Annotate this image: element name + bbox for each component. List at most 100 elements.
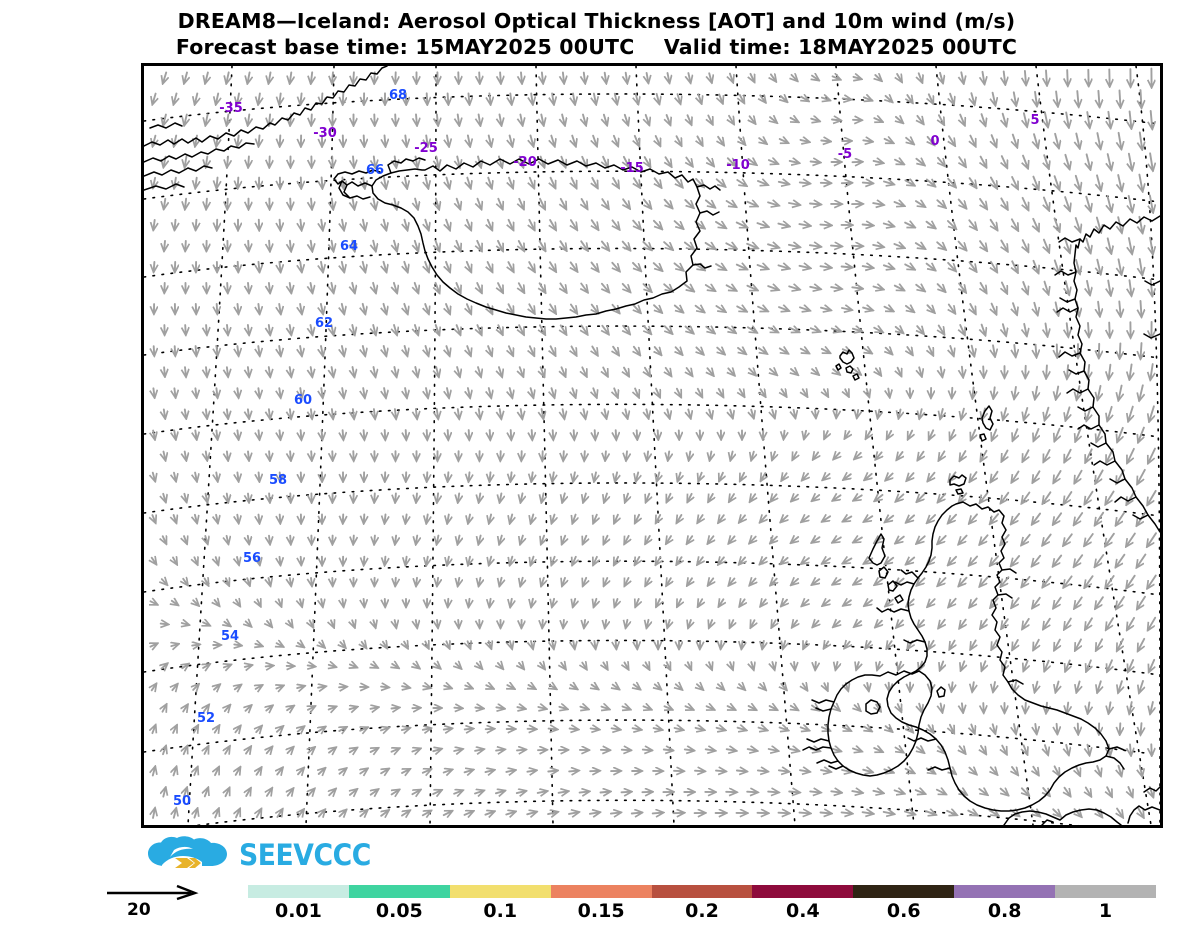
wind-vector-arrow <box>925 811 936 815</box>
wind-vector-arrow <box>749 369 756 376</box>
wind-vector-arrow <box>1023 154 1028 169</box>
wind-vector-arrow <box>479 408 480 419</box>
wind-vector-arrow <box>886 726 893 732</box>
wind-vector-arrow <box>791 706 798 710</box>
wind-vector-arrow <box>510 134 513 147</box>
wind-vector-arrow <box>1064 448 1072 463</box>
wind-vector-arrow <box>625 577 629 586</box>
longitude-tick-label: 5 <box>1030 113 1039 128</box>
wind-vector-arrow <box>635 387 639 398</box>
wind-vector-arrow <box>1012 176 1018 189</box>
wind-vector-arrow <box>489 92 490 104</box>
aot-colorbar[interactable]: 0.01 0.05 0.1 0.15 0.2 0.4 0.6 0.8 1 <box>248 885 1157 925</box>
wind-vector-arrow <box>914 201 925 207</box>
wind-vector-arrow <box>1003 112 1007 127</box>
coastline-isle-of-man <box>936 686 946 698</box>
wind-vector-arrow <box>687 367 693 376</box>
wind-vector-arrow <box>1045 111 1048 127</box>
wind-vector-arrow <box>960 450 966 461</box>
wind-vector-arrow <box>725 285 737 290</box>
wind-vector-arrow <box>862 308 873 311</box>
wind-vector-arrow <box>194 557 197 564</box>
wind-vector-arrow <box>718 684 724 690</box>
map-panel[interactable]: -35 -30 -25 -20 -15 -10 -5 0 5 68 66 64 62 60 58 56 54 5… <box>141 63 1163 828</box>
wind-vector-arrow <box>269 577 271 586</box>
wind-vector-arrow <box>1065 196 1070 211</box>
wind-vector-arrow <box>563 408 565 419</box>
wind-vector-arrow <box>426 555 428 566</box>
wind-vector-arrow <box>531 92 533 105</box>
wind-vector-arrow <box>940 408 943 419</box>
wind-vector-arrow <box>877 660 880 670</box>
wind-vector-arrow <box>321 260 323 272</box>
wind-vector-arrow <box>658 429 659 439</box>
wind-vector-arrow <box>715 306 725 312</box>
wind-vector-arrow <box>719 387 724 397</box>
wind-vector-arrow <box>1043 575 1052 588</box>
wind-vector-arrow <box>415 239 418 251</box>
wind-vector-arrow <box>667 662 671 669</box>
wind-vector-arrow <box>898 703 902 712</box>
wind-vector-arrow <box>1088 743 1090 756</box>
wind-vector-arrow <box>458 113 460 125</box>
wind-vector-arrow <box>873 328 883 333</box>
colorbar-tick-label: 0.15 <box>577 900 625 922</box>
wind-vector-arrow <box>1012 639 1018 650</box>
wind-vector-arrow <box>521 492 523 502</box>
wind-vector-arrow <box>1117 426 1123 442</box>
wind-vector-arrow <box>184 492 186 502</box>
wind-vector-arrow <box>1011 555 1021 566</box>
wind-vector-arrow <box>626 71 628 84</box>
wind-vector-arrow <box>416 576 417 586</box>
wind-vector-arrow <box>898 660 901 670</box>
wind-vector-arrow <box>269 71 271 83</box>
wind-vector-arrow <box>350 665 357 668</box>
wind-vector-arrow <box>948 513 958 524</box>
longitude-tick-label: -10 <box>726 158 750 173</box>
wind-vector-arrow <box>1034 133 1038 148</box>
wind-vector-arrow <box>904 223 915 228</box>
wind-vector-arrow <box>802 600 809 606</box>
wind-vector-arrow <box>809 162 821 163</box>
wind-vector-arrow <box>592 219 599 230</box>
wind-vector-arrow <box>616 639 617 649</box>
wind-vector-arrow <box>1119 764 1122 776</box>
wind-vector-arrow <box>688 662 691 669</box>
wind-vector-arrow <box>195 429 196 439</box>
wind-vector-arrow <box>521 408 523 419</box>
wind-vector-arrow <box>415 197 418 210</box>
wind-vector-arrow <box>959 156 966 167</box>
wind-vector-arrow <box>925 222 936 229</box>
wind-vector-arrow <box>781 600 787 607</box>
wind-vector-arrow <box>519 663 524 669</box>
wind-vector-arrow <box>730 72 733 83</box>
wind-vector-arrow <box>625 408 627 418</box>
wind-vector-arrow <box>458 492 459 502</box>
wind-vector-arrow <box>1063 575 1073 587</box>
wind-vector-arrow <box>867 388 870 397</box>
wind-vector-arrow <box>226 578 229 585</box>
wind-vector-arrow <box>276 686 283 689</box>
wind-vector-arrow <box>1043 617 1050 630</box>
wind-vector-arrow <box>872 245 884 247</box>
wind-vector-arrow <box>174 429 176 440</box>
wind-vector-arrow <box>599 792 611 793</box>
wind-vector-arrow <box>269 239 270 252</box>
wind-vector-arrow <box>426 387 428 398</box>
wind-vector-arrow <box>667 408 669 418</box>
wind-vector-arrow <box>1014 723 1016 734</box>
wind-vector-arrow <box>673 306 683 313</box>
wind-vector-arrow <box>917 493 926 502</box>
wind-vector-arrow <box>1108 110 1110 128</box>
wind-vector-arrow <box>394 324 397 335</box>
wind-vector-arrow <box>447 387 449 398</box>
wind-vector-arrow <box>550 261 556 272</box>
wind-vector-arrow <box>353 197 355 210</box>
wind-vector-arrow <box>1074 596 1083 608</box>
wind-vector-arrow <box>626 450 627 460</box>
wind-vector-arrow <box>350 789 357 795</box>
wind-vector-arrow <box>537 707 546 709</box>
colorbar-tick-label: 0.4 <box>786 900 820 922</box>
wind-vector-arrow <box>1107 405 1111 421</box>
wind-vector-arrow <box>792 451 796 460</box>
